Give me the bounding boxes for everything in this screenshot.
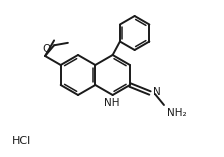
Text: N: N	[153, 87, 161, 97]
Text: HCl: HCl	[12, 136, 31, 146]
Text: O: O	[42, 44, 50, 54]
Text: NH: NH	[104, 97, 119, 108]
Text: NH₂: NH₂	[167, 108, 187, 118]
